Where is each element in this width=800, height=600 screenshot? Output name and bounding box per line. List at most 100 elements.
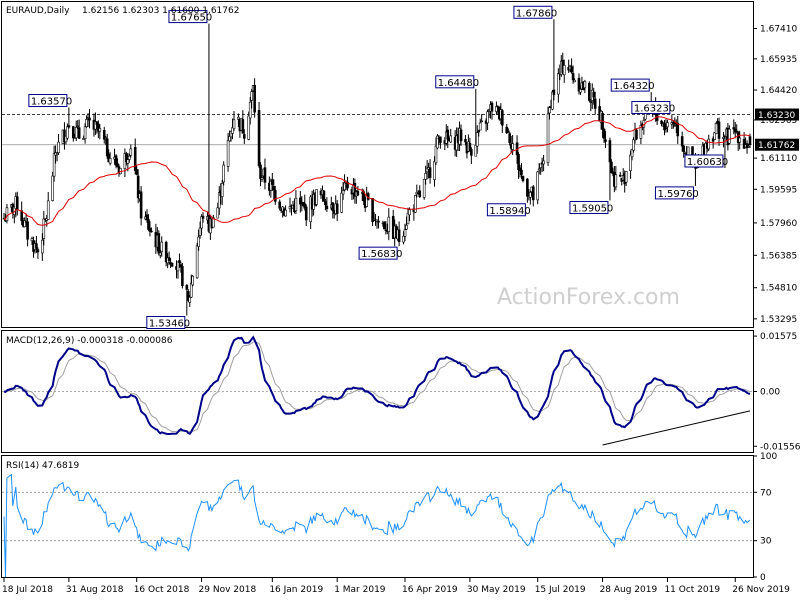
price-label-box	[358, 246, 398, 260]
price-label: 1.59050	[572, 203, 613, 214]
candle-body	[41, 239, 44, 254]
candle-body	[102, 129, 106, 140]
macd-trendline	[602, 410, 751, 446]
candle-body	[220, 183, 224, 197]
date-axis-label: 16 Apr 2019	[402, 585, 458, 595]
rsi-axis-label: 70	[760, 488, 772, 498]
candle-body	[222, 164, 225, 183]
candle-body	[632, 139, 635, 151]
candle-body	[470, 149, 473, 156]
candle-body	[577, 77, 581, 92]
candle-body	[226, 140, 230, 167]
price-label: 1.67650	[171, 13, 212, 24]
price-label: 1.63570	[31, 97, 72, 108]
candle-body	[414, 195, 417, 213]
candle-body	[164, 241, 168, 263]
candle-body	[158, 252, 162, 256]
candle-body	[324, 201, 327, 206]
candle-body	[608, 140, 612, 163]
candle-body	[85, 119, 88, 127]
date-axis-label: 16 Oct 2018	[134, 585, 190, 595]
macd-title: MACD(12,26,9) -0.000318 -0.000086	[6, 336, 173, 346]
candle-body	[735, 130, 739, 133]
candle-body	[542, 160, 545, 165]
price-panel	[1, 1, 754, 328]
candle-body	[728, 128, 731, 144]
candle-body	[353, 182, 357, 197]
candle-body	[387, 216, 391, 232]
rsi-axis-label: 30	[760, 537, 772, 547]
date-axis-label: 18 Jul 2018	[2, 585, 53, 595]
price-label-box	[654, 186, 694, 200]
candle-body	[536, 171, 539, 201]
candle-body	[284, 209, 287, 217]
price-label-box	[28, 94, 68, 108]
date-axis-label: 30 May 2019	[467, 585, 526, 595]
candle-body	[271, 179, 274, 185]
price-axis-label: 1.54810	[760, 284, 797, 294]
macd-axis-label: 0.01575	[760, 332, 797, 342]
candle-body	[676, 122, 680, 137]
candle-body	[424, 173, 427, 180]
candle-body	[630, 148, 634, 158]
candle-body	[167, 257, 171, 261]
resistance-price-tag: 1.63230	[758, 111, 795, 121]
date-axis-label: 29 Nov 2018	[199, 585, 257, 595]
candle-body	[104, 137, 108, 139]
candle-body	[683, 152, 687, 155]
price-label: 1.59760	[657, 189, 698, 200]
rsi-panel	[1, 455, 754, 578]
candle-body	[136, 175, 140, 199]
candle-body	[195, 245, 199, 279]
candle-body	[346, 181, 349, 189]
candle-body	[402, 235, 405, 243]
candle-body	[592, 91, 596, 98]
rsi-axis-label: 0	[760, 573, 766, 583]
candle-body	[529, 192, 532, 198]
candle-body	[408, 209, 411, 216]
candle-body	[673, 125, 677, 127]
candle-body	[682, 145, 685, 152]
price-label: 1.56830	[361, 249, 402, 260]
candle-body	[506, 130, 510, 133]
candle-body	[139, 191, 143, 219]
candle-body	[748, 136, 752, 146]
candle-body	[250, 91, 253, 101]
macd-axis-label: -0.015568	[760, 442, 800, 452]
candle-body	[439, 136, 442, 143]
candle-body	[133, 147, 137, 171]
chart-header-symbol: EURAUD,Daily	[6, 6, 70, 16]
price-axis-label: 1.65935	[760, 55, 797, 65]
candle-body	[322, 190, 326, 202]
candle-body	[189, 282, 193, 298]
price-label: 1.53460	[149, 318, 190, 329]
price-axis-label: 1.57960	[760, 219, 797, 229]
candle-body	[26, 221, 29, 240]
candle-body	[294, 197, 298, 212]
candle-body	[51, 175, 54, 201]
candle-body	[315, 189, 318, 205]
candle-body	[253, 85, 256, 113]
candle-body	[664, 127, 668, 130]
candle-body	[116, 163, 119, 167]
candle-body	[403, 229, 407, 237]
candle-body	[278, 201, 281, 209]
candle-body	[185, 285, 189, 290]
candle-body	[243, 134, 246, 139]
candle-body	[517, 153, 520, 171]
candle-body	[468, 143, 472, 152]
candle-body	[212, 217, 215, 228]
date-axis-label: 31 Aug 2018	[66, 585, 124, 595]
candle-body	[583, 81, 587, 89]
candle-body	[449, 135, 453, 143]
moving-average-line	[3, 116, 751, 226]
candle-body	[639, 125, 643, 139]
candle-body	[46, 200, 50, 220]
candle-body	[511, 143, 514, 150]
candle-body	[272, 186, 276, 191]
price-axis-label: 1.67410	[760, 25, 797, 35]
candle-body	[422, 178, 426, 198]
candle-body	[135, 169, 138, 175]
candle-body	[464, 139, 467, 143]
candle-body	[145, 214, 149, 220]
